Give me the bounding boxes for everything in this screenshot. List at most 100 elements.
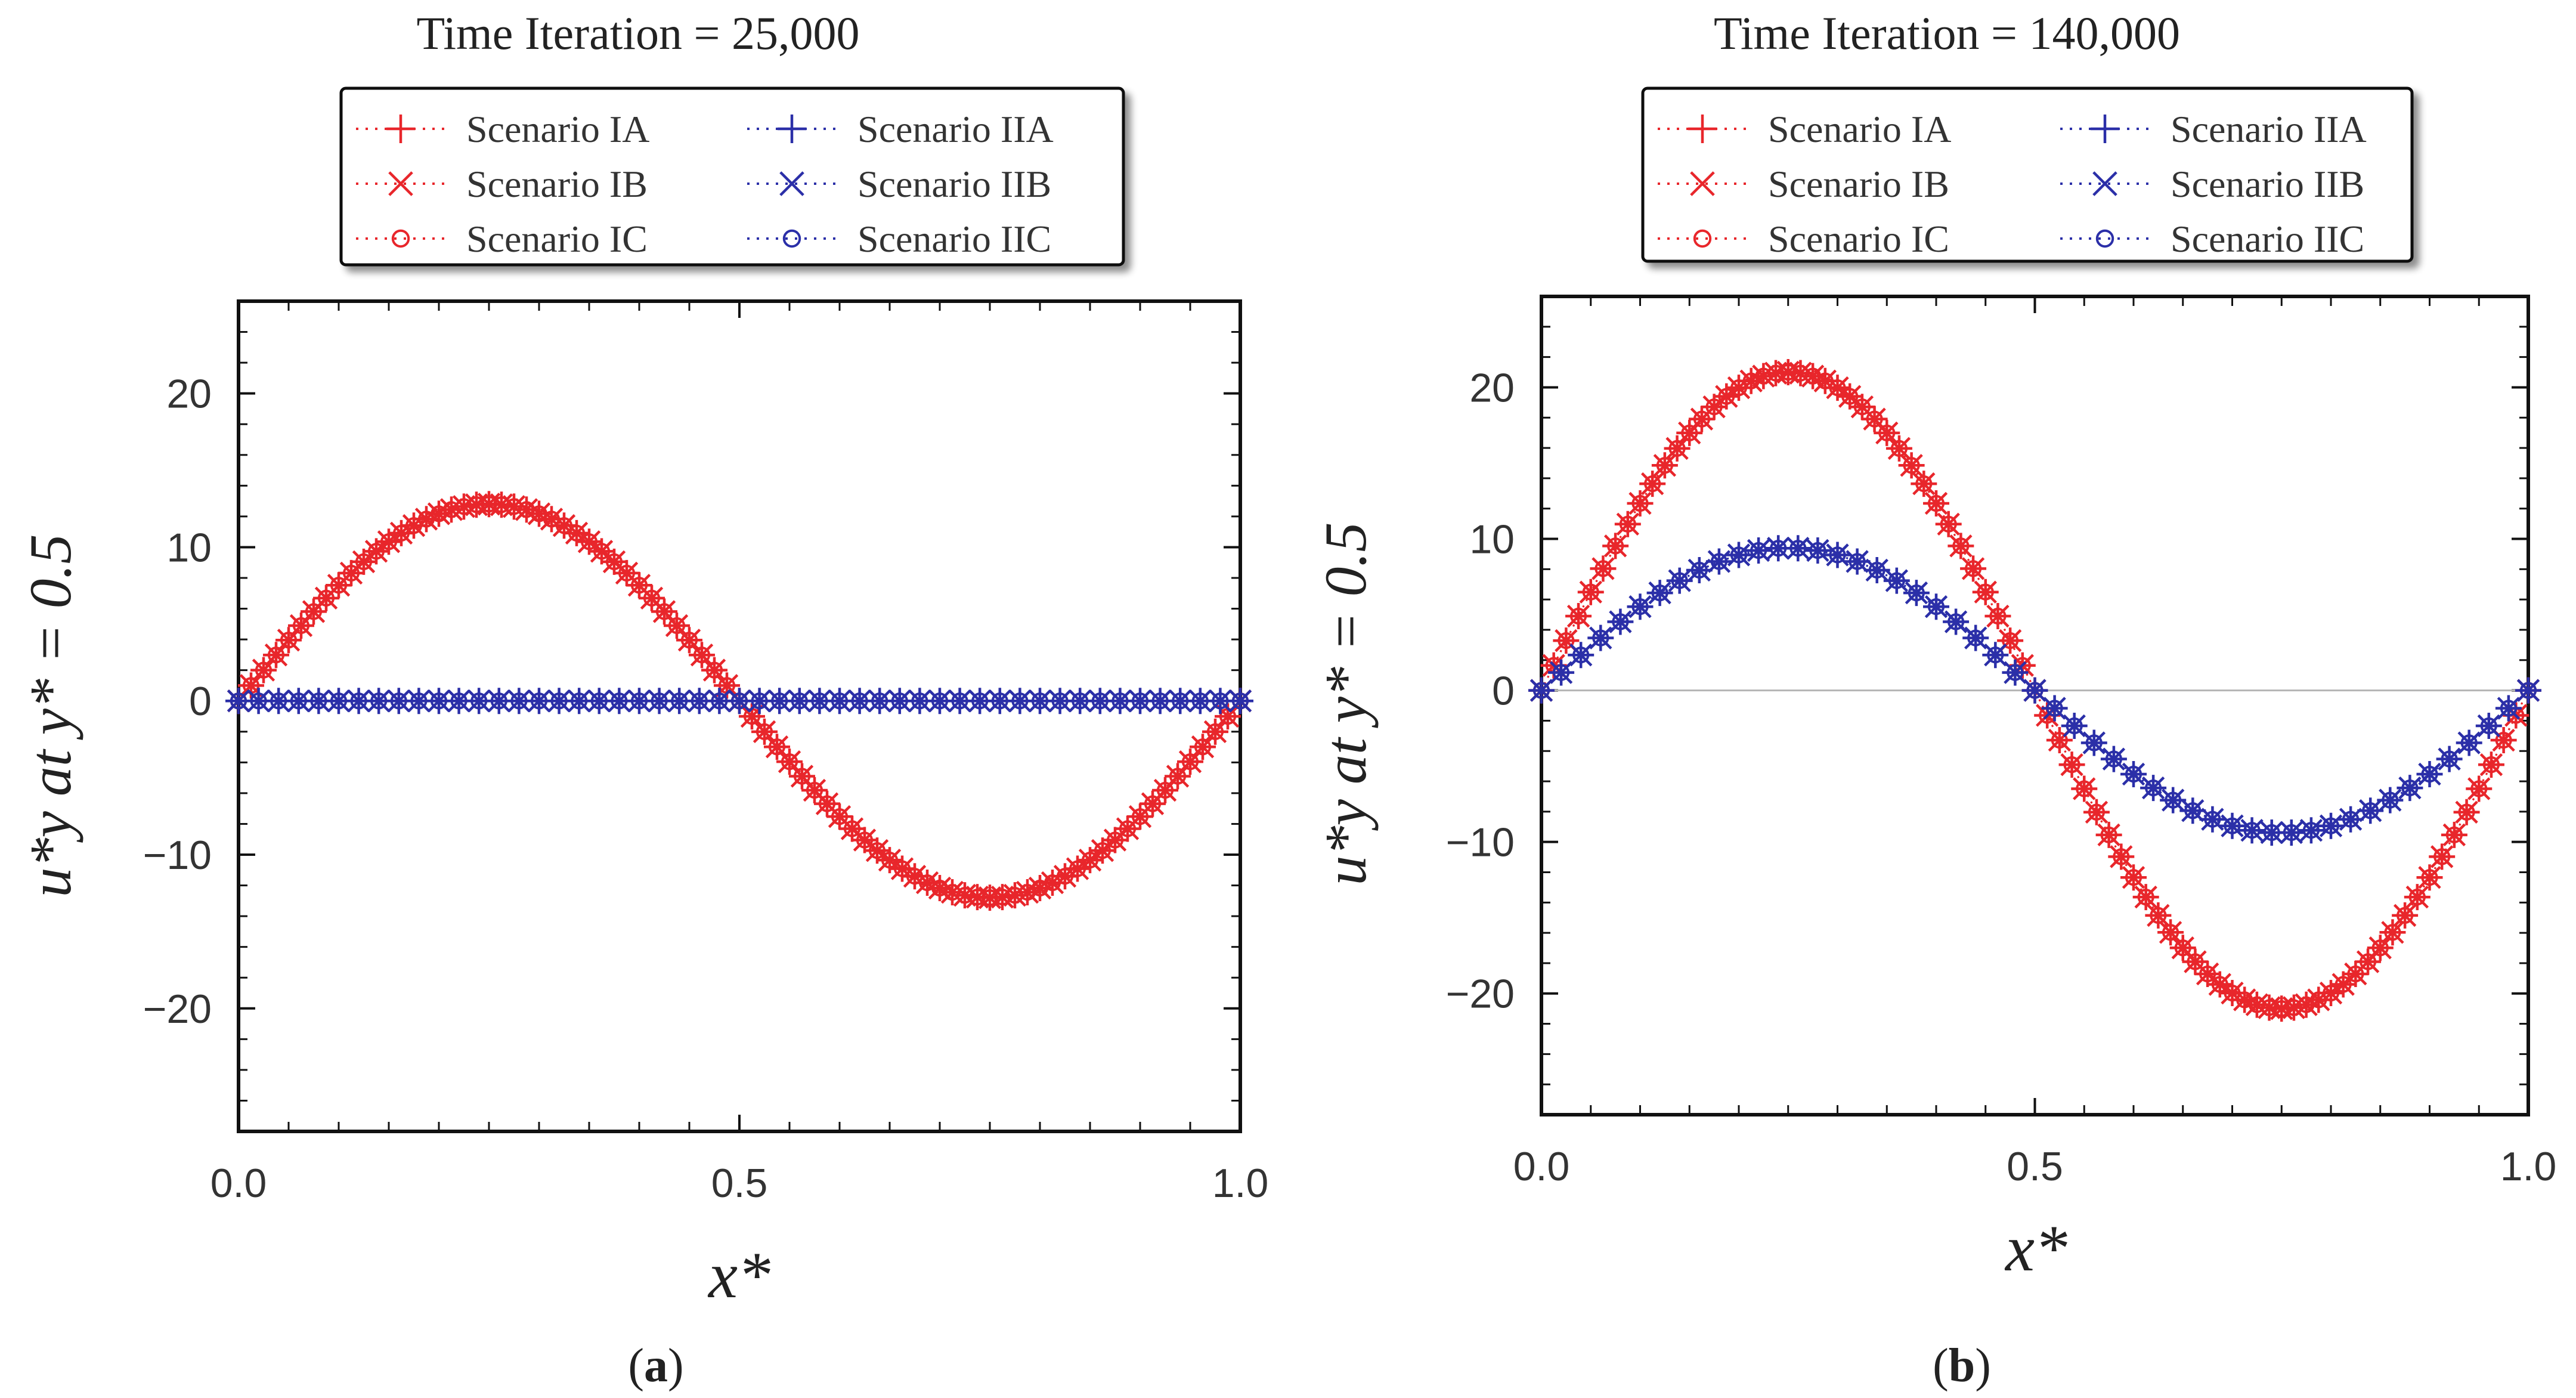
data-point [2516, 679, 2540, 702]
data-point [2285, 999, 2303, 1016]
data-point [2085, 800, 2109, 824]
data-point [1668, 440, 1686, 457]
data-point [848, 689, 871, 713]
y-tick-label: 20 [166, 372, 212, 417]
data-point [1151, 692, 1169, 710]
data-point [981, 889, 999, 907]
panel-letter: b [1949, 1340, 1976, 1392]
data-point [2362, 802, 2379, 819]
data-point [691, 692, 708, 710]
legend-marker [779, 171, 804, 196]
data-point [1069, 689, 1092, 713]
data-point [2405, 885, 2429, 909]
data-point [380, 533, 398, 550]
chart-title: Time Iteration = 25,000 [416, 7, 859, 59]
data-point [851, 692, 868, 710]
legend: Scenario IA Scenario IB Scenario IC Scenari… [339, 86, 1125, 267]
data-point [2470, 780, 2488, 797]
data-point [1767, 537, 1790, 560]
data-point [1887, 437, 1911, 460]
data-point [1081, 852, 1099, 869]
data-point [1619, 515, 1636, 533]
data-point [1532, 682, 1550, 699]
data-point [1866, 410, 1883, 428]
x-tick-label: 0.0 [1513, 1144, 1570, 1189]
data-point [1903, 457, 1920, 474]
data-point [1888, 572, 1905, 589]
data-point [2438, 747, 2461, 771]
data-point [2382, 791, 2399, 809]
legend-label: Scenario IC [466, 218, 648, 260]
y-tick-label: 20 [1469, 365, 1515, 410]
data-point [1730, 546, 1748, 564]
data-point [1908, 584, 1925, 602]
data-point [2113, 848, 2130, 865]
legend-marker [778, 115, 806, 143]
data-point [389, 521, 413, 545]
data-point [1181, 753, 1199, 771]
data-point [648, 689, 671, 713]
data-point [2322, 817, 2340, 834]
legend-label: Scenario IIB [2171, 163, 2364, 205]
data-point [350, 692, 367, 710]
data-point [2310, 991, 2327, 1009]
legend-entry: Scenario IIA [747, 108, 1054, 150]
data-point [550, 692, 568, 710]
data-point [2162, 924, 2179, 941]
data-point [2224, 984, 2241, 1002]
data-point [1119, 820, 1137, 837]
data-point [1875, 421, 1899, 445]
data-point [1826, 376, 1849, 400]
data-point [292, 617, 310, 635]
data-point [991, 692, 1008, 710]
data-point [1770, 540, 1787, 557]
data-point [1816, 372, 1834, 389]
data-point [871, 692, 888, 710]
data-point [831, 692, 849, 710]
data-point [410, 692, 428, 710]
data-point [2479, 753, 2503, 777]
data-point [1688, 558, 1711, 582]
data-point [2141, 776, 2165, 800]
chart-title: Time Iteration = 140,000 [1714, 7, 2180, 59]
y-tick-label: 10 [1469, 517, 1515, 562]
data-point [1644, 475, 1661, 493]
data-point [2134, 885, 2157, 909]
data-point [1191, 692, 1209, 710]
data-point [1924, 595, 1948, 618]
data-point [756, 723, 773, 740]
data-point [1964, 626, 1987, 649]
legend-marker [2092, 171, 2117, 196]
data-point [818, 795, 836, 812]
data-point [2458, 803, 2475, 821]
data-point [1937, 512, 1960, 536]
data-point [2159, 921, 2182, 944]
data-point [287, 689, 310, 713]
data-point [915, 871, 939, 895]
data-point [993, 889, 1011, 906]
data-point [330, 577, 348, 594]
data-point [1878, 424, 1896, 442]
data-point [1739, 369, 1763, 392]
data-point [2066, 717, 2083, 735]
data-point [1156, 781, 1174, 799]
data-point [1169, 768, 1187, 785]
axis-ticks [237, 300, 1241, 1133]
data-point [1940, 515, 1957, 533]
data-point [255, 661, 273, 679]
data-point [751, 692, 768, 710]
data-point [668, 617, 686, 635]
data-point [480, 496, 498, 513]
y-tick-label: −20 [1446, 972, 1515, 1017]
data-point [2421, 869, 2438, 886]
data-point [2418, 866, 2441, 889]
data-point [1628, 491, 1652, 515]
data-point [1648, 581, 1671, 605]
data-point [568, 524, 586, 542]
data-point [1053, 865, 1077, 888]
legend-marker [391, 229, 410, 248]
legend-marker [386, 115, 415, 143]
data-point [1927, 598, 1945, 616]
data-point [1169, 689, 1192, 713]
